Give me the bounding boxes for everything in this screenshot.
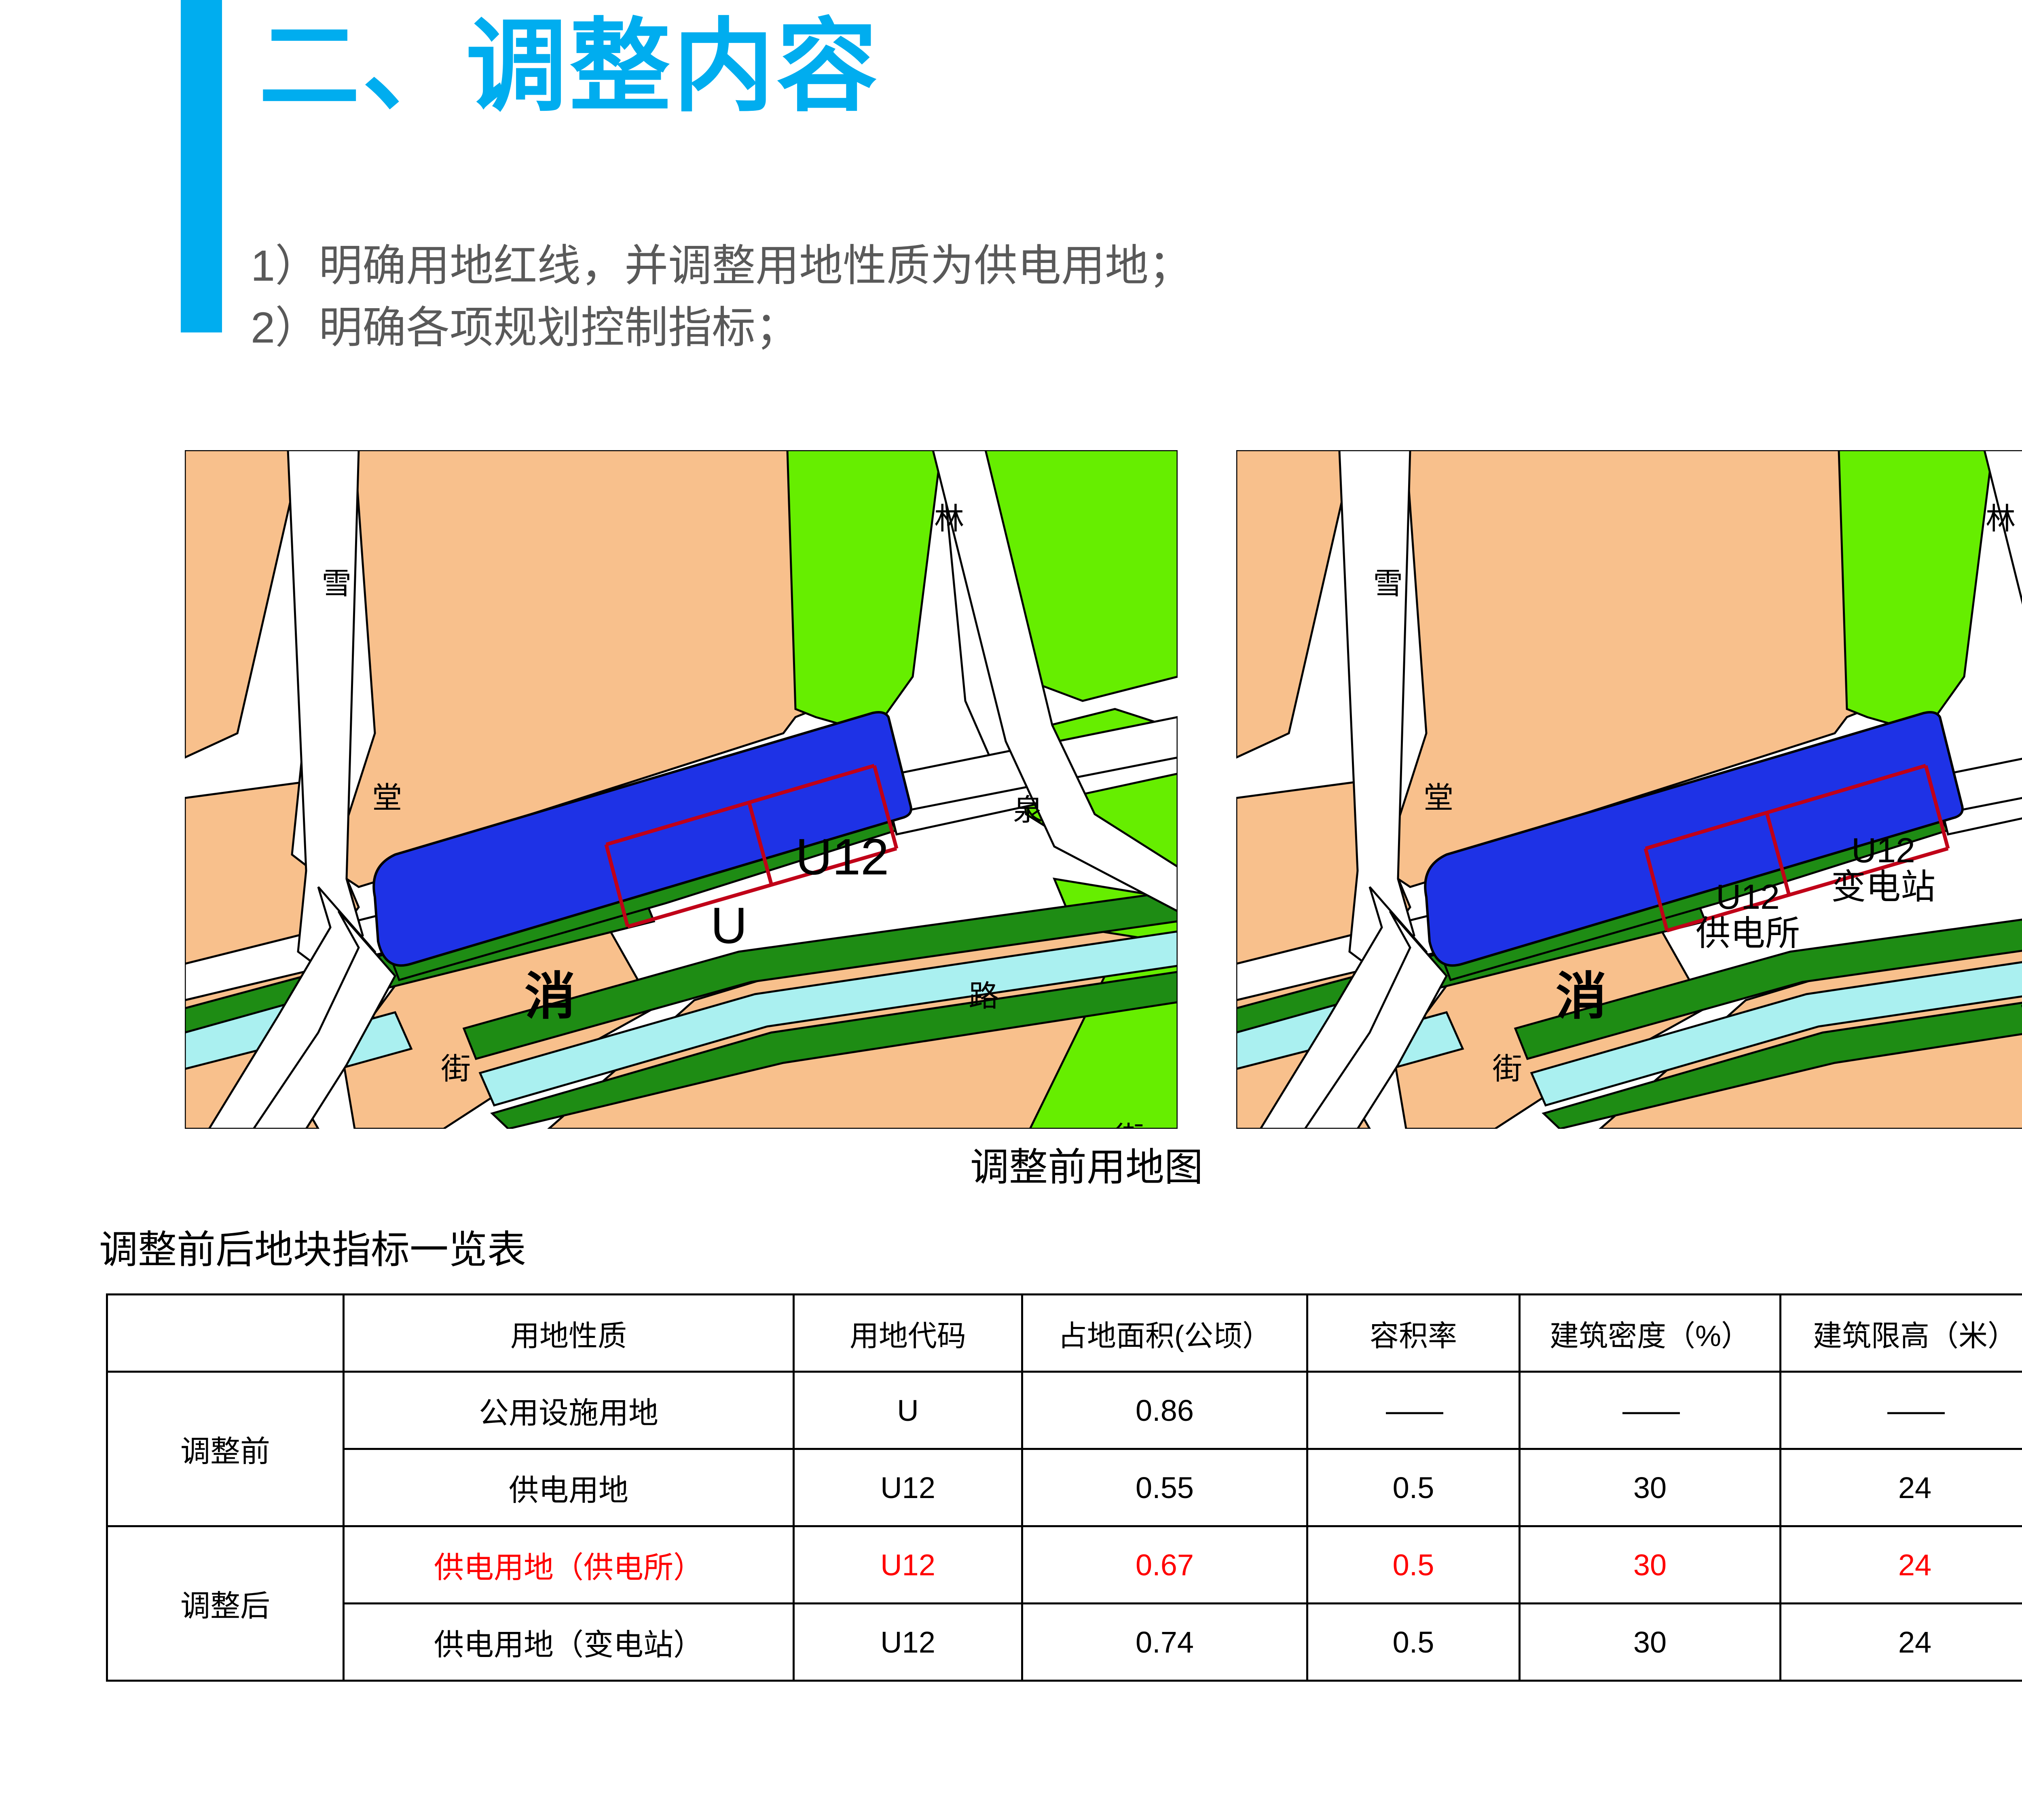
- parcel-code-biandianzhan: U12: [1851, 831, 1915, 870]
- parcel-label-u12-biandianzhan-after: U12 变电站: [1823, 832, 1944, 906]
- cell-density: 30: [1519, 1602, 1781, 1682]
- street-label-xue-before: 雪: [317, 567, 351, 597]
- cell-height: 24: [1779, 1448, 2022, 1527]
- cell-density: ——: [1519, 1371, 1781, 1450]
- street-label-jie-left-before: 街: [436, 1053, 470, 1083]
- map-before-adjustment: 雪 堂 街 林 泉 路 街 水 若 消 U U12: [185, 450, 1178, 1129]
- table-body: 调整前 公用设施用地 U 0.86 —— —— —— —— 供电用地 U12 0…: [106, 1371, 2022, 1682]
- cell-area: 0.86: [1021, 1371, 1308, 1450]
- section-accent-bar: [181, 0, 222, 332]
- bullet-item-2: 2）明确各项规划控制指标；: [251, 303, 799, 352]
- cell-land-code: U12: [793, 1448, 1023, 1527]
- col-header-density: 建筑密度（%）: [1519, 1293, 1781, 1373]
- cell-area: 0.67: [1021, 1525, 1308, 1604]
- col-header-land-use: 用地性质: [343, 1293, 795, 1373]
- cell-far: 0.5: [1306, 1448, 1521, 1527]
- map-after-adjustment: 雪 堂 街 林 泉 路 街 水 若 消 U12 供电所 U12 变电站: [1236, 450, 2022, 1129]
- street-label-tang-before: 堂: [368, 782, 402, 812]
- group-label-after: 调整后: [106, 1525, 345, 1682]
- bullet-list: 1）明确用地红线，并调整用地性质为供电用地； 2）明确各项规划控制指标；: [251, 235, 1192, 359]
- cell-area: 0.55: [1021, 1448, 1308, 1527]
- col-header-land-code: 用地代码: [793, 1293, 1023, 1373]
- street-label-jie-right-before: 街: [1110, 1122, 1144, 1129]
- cell-land-use: 供电用地: [343, 1448, 795, 1527]
- street-label-xue-after: 雪: [1368, 567, 1402, 597]
- street-label-lu-after: 路: [2016, 980, 2022, 1010]
- table-row: 供电用地 U12 0.55 0.5 30 24 30: [107, 1448, 2022, 1527]
- cell-land-use: 供电用地（供电所）: [343, 1525, 795, 1604]
- cell-far: 0.5: [1306, 1525, 1521, 1604]
- cell-height: 24: [1779, 1602, 2022, 1682]
- col-header-far: 容积率: [1306, 1293, 1521, 1373]
- parcel-code-gongdiansuo: U12: [1716, 878, 1780, 916]
- street-label-lin-after: 林: [1981, 503, 2015, 533]
- cell-far: 0.5: [1306, 1602, 1521, 1682]
- parcel-sub-biandianzhan: 变电站: [1831, 868, 1935, 907]
- group-label-before: 调整前: [106, 1371, 345, 1527]
- col-header-height: 建筑限高（米）: [1779, 1293, 2022, 1373]
- cell-density: 30: [1519, 1448, 1781, 1527]
- table-header: 用地性质 用地代码 占地面积(公顷） 容积率 建筑密度（%） 建筑限高（米） 绿…: [106, 1293, 2022, 1373]
- bullet-item-1: 1）明确用地红线，并调整用地性质为供电用地；: [251, 241, 1193, 290]
- map-after-graphic: [1236, 450, 2022, 1129]
- parcel-label-fire-after: 消: [1556, 968, 1607, 1025]
- col-header-area: 占地面积(公顷）: [1021, 1293, 1308, 1373]
- parcel-label-u12-before: U12: [795, 828, 889, 885]
- col-header-group: [106, 1293, 345, 1373]
- parcel-label-fire-before: 消: [525, 968, 575, 1025]
- parcel-label-u-before: U: [711, 897, 747, 954]
- cell-land-use: 公用设施用地: [343, 1371, 795, 1450]
- cell-density: 30: [1519, 1525, 1781, 1604]
- table-title: 调整前后地块指标一览表: [99, 1228, 526, 1272]
- table-row: 调整前 公用设施用地 U 0.86 —— —— —— ——: [106, 1371, 2022, 1527]
- cell-area: 0.74: [1021, 1602, 1308, 1682]
- street-label-quan-before: 泉: [1009, 794, 1043, 824]
- indicator-table: 用地性质 用地代码 占地面积(公顷） 容积率 建筑密度（%） 建筑限高（米） 绿…: [106, 1293, 2022, 1682]
- cell-land-use: 供电用地（变电站）: [343, 1602, 795, 1682]
- parcel-sub-gongdiansuo: 供电所: [1696, 914, 1800, 953]
- map-before-caption: 调整前用地图: [970, 1146, 1203, 1189]
- street-label-tang-after: 堂: [1419, 782, 1453, 812]
- cell-far: ——: [1306, 1371, 1521, 1450]
- map-after-caption: 调整后用地图: [1744, 1136, 2022, 1192]
- cell-height: ——: [1779, 1371, 2022, 1450]
- street-label-lu-before: 路: [964, 980, 998, 1010]
- cell-land-code: U12: [793, 1602, 1023, 1682]
- table-row: 调整后 供电用地（供电所） U12 0.67 0.5 30 24 25: [106, 1525, 2022, 1682]
- cell-land-code: U: [793, 1371, 1023, 1450]
- map-before-graphic: [185, 450, 1178, 1129]
- street-label-lin-before: 林: [930, 503, 964, 533]
- cell-height: 24: [1779, 1525, 2022, 1604]
- table-header-row: 用地性质 用地代码 占地面积(公顷） 容积率 建筑密度（%） 建筑限高（米） 绿…: [106, 1293, 2022, 1373]
- table-row: 供电用地（变电站） U12 0.74 0.5 30 24 30: [107, 1602, 2022, 1682]
- cell-land-code: U12: [793, 1525, 1023, 1604]
- street-label-jie-left-after: 街: [1488, 1053, 1522, 1083]
- parcel-label-u12-gongdiansuo-after: U12 供电所: [1687, 879, 1808, 952]
- page-title: 二、调整内容: [259, 10, 880, 123]
